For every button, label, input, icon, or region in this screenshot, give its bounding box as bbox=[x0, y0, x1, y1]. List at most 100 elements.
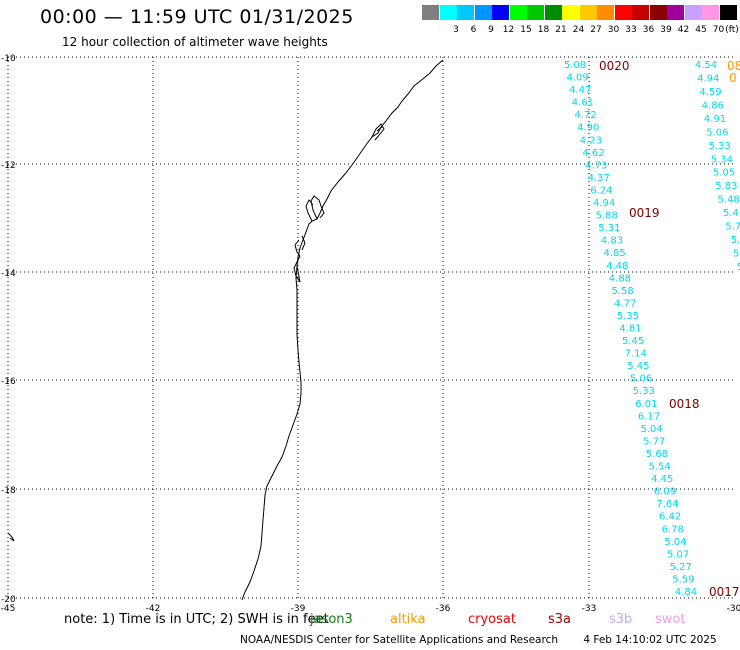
scale-label: 12 bbox=[502, 25, 515, 35]
wave-height-value: 4.84 bbox=[675, 587, 697, 598]
wave-height-value: 5.06 bbox=[706, 127, 728, 138]
footer-agency: NOAA/NESDIS Center for Satellite Applica… bbox=[240, 634, 558, 646]
wave-height-value: 6.78 bbox=[662, 524, 684, 535]
wave-height-value: 5.34 bbox=[711, 154, 733, 165]
scale-swatch bbox=[492, 5, 509, 20]
scale-swatch bbox=[684, 5, 702, 20]
wave-height-value: 6.17 bbox=[638, 411, 660, 422]
wave-height-value: 5. bbox=[733, 249, 740, 260]
scale-label: 45 bbox=[695, 25, 707, 35]
scale-swatch bbox=[544, 5, 562, 20]
scale-label: 15 bbox=[520, 25, 532, 35]
lon-label: -45 bbox=[1, 604, 16, 614]
note-text: note: 1) Time is in UTC; 2) SWH is in fe… bbox=[64, 612, 329, 627]
wave-height-value: 5.58 bbox=[611, 286, 633, 297]
scale-swatch bbox=[649, 5, 667, 20]
lon-label: -30 bbox=[727, 604, 740, 614]
satellite-label-s3a: s3a bbox=[548, 612, 572, 627]
scale-label: 70 bbox=[712, 25, 725, 35]
wave-height-value: 4.45 bbox=[651, 474, 673, 485]
wave-height-value: 5.33 bbox=[633, 386, 655, 397]
scale-swatch bbox=[597, 5, 614, 20]
wave-height-value: 5.07 bbox=[667, 549, 689, 560]
wave-height-value: 4.62 bbox=[582, 148, 604, 159]
wave-height-value: 5.04 bbox=[641, 424, 663, 435]
wave-height-value: 5.54 bbox=[648, 462, 670, 473]
wave-height-value: 5 bbox=[737, 262, 740, 273]
pass-time-label: 08 bbox=[727, 59, 740, 73]
wave-height-value: 5.68 bbox=[646, 449, 668, 460]
satellite-label-s3b: s3b bbox=[609, 612, 633, 627]
scale-swatch bbox=[439, 5, 457, 20]
scale-label: 42 bbox=[677, 25, 690, 35]
lat-label: -18 bbox=[1, 486, 16, 496]
wave-height-value: 6.24 bbox=[590, 185, 612, 196]
footer-timestamp: 4 Feb 14:10:02 UTC 2025 bbox=[583, 634, 717, 646]
wave-height-value: 4.91 bbox=[704, 114, 726, 125]
scale-label: 39 bbox=[660, 25, 672, 35]
scale-swatch bbox=[509, 5, 527, 20]
wave-height-value: 6.42 bbox=[659, 512, 681, 523]
scale-label: 21 bbox=[555, 25, 567, 35]
wave-height-value: 7.14 bbox=[625, 349, 647, 360]
wave-height-points: 5.084.094.474.614.724.904.234.624.734.37… bbox=[564, 60, 740, 598]
wave-height-value: 4.85 bbox=[604, 248, 626, 259]
scale-label: 30 bbox=[607, 25, 620, 35]
wave-height-value: 5.35 bbox=[617, 311, 639, 322]
wave-height-value: 6.01 bbox=[635, 399, 657, 410]
wave-height-value: 4.81 bbox=[619, 324, 641, 335]
wave-height-value: 4.88 bbox=[609, 273, 631, 284]
scale-unit: (ft) bbox=[725, 25, 739, 35]
wave-height-value: 7.64 bbox=[656, 499, 678, 510]
bay-of-all-saints bbox=[305, 195, 325, 222]
lat-label: -20 bbox=[1, 595, 16, 605]
lon-label: -33 bbox=[582, 604, 597, 614]
wave-height-value: 5.48 bbox=[718, 195, 740, 206]
pass-time-labels: 0020 0019 0018 0017 080 bbox=[599, 59, 740, 599]
footer: NOAA/NESDIS Center for Satellite Applica… bbox=[240, 634, 717, 646]
lat-label: -14 bbox=[1, 269, 16, 279]
wave-height-value: 4.59 bbox=[699, 87, 721, 98]
wave-height-value: 4.48 bbox=[606, 261, 628, 272]
bay-inlet bbox=[371, 123, 385, 141]
wave-height-value: 5.45 bbox=[622, 336, 644, 347]
wave-height-value: 4.61 bbox=[572, 98, 594, 109]
scale-swatch bbox=[474, 5, 492, 20]
wave-height-value: 5.59 bbox=[672, 574, 694, 585]
scale-label: 6 bbox=[470, 25, 477, 35]
wave-height-value: 5.45 bbox=[627, 361, 649, 372]
scale-swatch bbox=[527, 5, 544, 20]
satellite-label-swot: swot bbox=[655, 612, 686, 627]
island-coast bbox=[293, 235, 306, 283]
scale-label: 33 bbox=[625, 25, 637, 35]
satellite-label-jason3: jason3 bbox=[310, 612, 353, 627]
lat-label: -12 bbox=[1, 161, 16, 171]
pass-time-label: 0019 bbox=[629, 206, 660, 220]
wave-height-value: 5.06 bbox=[630, 374, 652, 385]
axis-labels: -10 -12 -14 -16 -18 -20-45 -42 -39 -36 -33 -30 bbox=[1, 54, 740, 614]
pass-time-label: 0018 bbox=[669, 397, 700, 411]
wave-height-value: 5.33 bbox=[708, 141, 730, 152]
wave-height-value: 4.23 bbox=[580, 135, 602, 146]
wave-height-value: 4.90 bbox=[577, 123, 599, 134]
scale-label: 36 bbox=[642, 25, 655, 35]
satellite-label-cryosat: cryosat bbox=[468, 612, 516, 627]
scale-label: 18 bbox=[537, 25, 550, 35]
scale-swatch bbox=[667, 5, 684, 20]
scale-label: 24 bbox=[572, 25, 585, 35]
satellite-label-altika: altika bbox=[390, 612, 426, 627]
lat-label: -10 bbox=[1, 54, 16, 64]
wave-height-value: 4.77 bbox=[614, 298, 636, 309]
scale-swatch bbox=[457, 5, 474, 20]
scale-swatch bbox=[702, 5, 719, 20]
wave-height-value: 5.7 bbox=[725, 222, 740, 233]
lon-label: -39 bbox=[291, 604, 306, 614]
wave-height-value: 6.09 bbox=[654, 487, 676, 498]
wave-height-value: 4.83 bbox=[601, 236, 623, 247]
scale-swatch bbox=[562, 5, 579, 20]
wave-height-value: 5.83 bbox=[715, 181, 737, 192]
wave-height-value: 4.94 bbox=[593, 198, 615, 209]
wave-height-value: 4.09 bbox=[567, 73, 589, 84]
scale-swatch bbox=[422, 5, 439, 20]
